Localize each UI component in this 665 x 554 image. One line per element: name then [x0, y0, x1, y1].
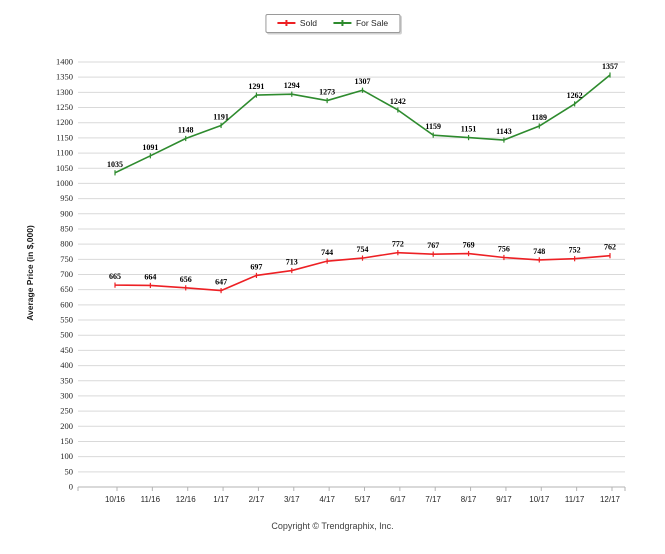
- y-tick-label: 1150: [56, 132, 73, 142]
- x-tick-label: 1/17: [213, 495, 229, 504]
- y-tick-label: 900: [60, 208, 73, 218]
- data-label: 1148: [178, 126, 194, 135]
- data-label: 769: [463, 241, 475, 250]
- x-tick-label: 7/17: [425, 495, 441, 504]
- data-label: 744: [321, 248, 333, 257]
- for-sale-marker-icon: [340, 20, 343, 27]
- data-label: 748: [533, 247, 545, 256]
- y-tick-label: 600: [60, 299, 73, 309]
- y-tick-label: 650: [60, 284, 73, 294]
- y-tick-label: 400: [60, 360, 73, 370]
- y-tick-label: 0: [69, 482, 73, 492]
- data-label: 762: [604, 243, 616, 252]
- y-axis-title: Average Price (in $,000): [25, 225, 35, 321]
- data-label: 1307: [354, 77, 370, 86]
- data-label: 1242: [390, 97, 406, 106]
- x-tick-label: 2/17: [249, 495, 265, 504]
- data-label: 1294: [284, 81, 300, 90]
- x-tick-label: 12/17: [600, 495, 621, 504]
- y-tick-label: 950: [60, 193, 73, 203]
- data-label: 1091: [142, 143, 158, 152]
- data-label: 1291: [248, 82, 264, 91]
- data-label: 1143: [496, 127, 512, 136]
- data-label: 713: [286, 258, 298, 267]
- y-tick-label: 200: [60, 421, 73, 431]
- y-tick-label: 1250: [56, 102, 73, 112]
- x-tick-label: 8/17: [461, 495, 477, 504]
- data-label: 1262: [567, 91, 583, 100]
- y-tick-label: 800: [60, 239, 73, 249]
- y-tick-label: 450: [60, 345, 73, 355]
- y-tick-label: 500: [60, 330, 73, 340]
- data-label: 1191: [213, 112, 229, 121]
- legend-label-sold: Sold: [299, 18, 317, 28]
- y-tick-label: 350: [60, 375, 73, 385]
- y-tick-label: 50: [65, 466, 74, 476]
- y-tick-label: 300: [60, 390, 73, 400]
- copyright-text: Copyright © Trendgraphix, Inc.: [271, 521, 394, 531]
- y-tick-label: 850: [60, 223, 73, 233]
- data-label: 656: [180, 275, 192, 284]
- x-tick-label: 4/17: [319, 495, 335, 504]
- x-tick-label: 6/17: [390, 495, 406, 504]
- y-tick-label: 1050: [56, 163, 73, 173]
- y-tick-label: 1100: [56, 148, 73, 158]
- y-tick-label: 250: [60, 406, 73, 416]
- legend-label-for-sale: For Sale: [355, 18, 389, 28]
- y-tick-label: 1350: [56, 72, 73, 82]
- y-tick-label: 700: [60, 269, 73, 279]
- data-label: 767: [427, 241, 439, 250]
- sold-marker-icon: [284, 20, 287, 27]
- y-tick-label: 100: [60, 451, 73, 461]
- data-label: 772: [392, 240, 404, 249]
- y-tick-label: 150: [60, 436, 73, 446]
- y-tick-label: 1000: [56, 178, 73, 188]
- y-tick-label: 1200: [56, 117, 73, 127]
- y-tick-label: 1400: [56, 57, 73, 67]
- x-tick-label: 10/16: [105, 495, 126, 504]
- y-tick-label: 550: [60, 315, 73, 325]
- legend-item-sold: Sold: [276, 18, 317, 28]
- x-tick-label: 11/17: [565, 495, 585, 504]
- y-tick-label: 750: [60, 254, 73, 264]
- sold-line-swatch: [276, 20, 295, 27]
- data-label: 754: [356, 245, 368, 254]
- x-tick-label: 5/17: [355, 495, 371, 504]
- legend: Sold For Sale: [264, 14, 401, 33]
- x-tick-label: 9/17: [496, 495, 512, 504]
- data-label: 756: [498, 245, 510, 254]
- data-label: 697: [250, 262, 262, 271]
- for-sale-line-swatch: [332, 20, 351, 27]
- x-tick-label: 10/17: [529, 495, 550, 504]
- data-label: 664: [144, 272, 156, 281]
- data-label: 752: [569, 246, 581, 255]
- data-label: 647: [215, 278, 227, 287]
- data-label: 1273: [319, 88, 335, 97]
- y-tick-label: 1300: [56, 87, 73, 97]
- data-label: 1035: [107, 160, 123, 169]
- x-tick-label: 3/17: [284, 495, 300, 504]
- legend-item-for-sale: For Sale: [332, 18, 389, 28]
- data-label: 1357: [602, 62, 618, 71]
- data-label: 1151: [461, 125, 477, 134]
- x-tick-label: 12/16: [176, 495, 197, 504]
- data-label: 1189: [532, 113, 548, 122]
- data-label: 1159: [425, 122, 441, 131]
- x-tick-label: 11/16: [141, 495, 161, 504]
- data-label: 665: [109, 272, 121, 281]
